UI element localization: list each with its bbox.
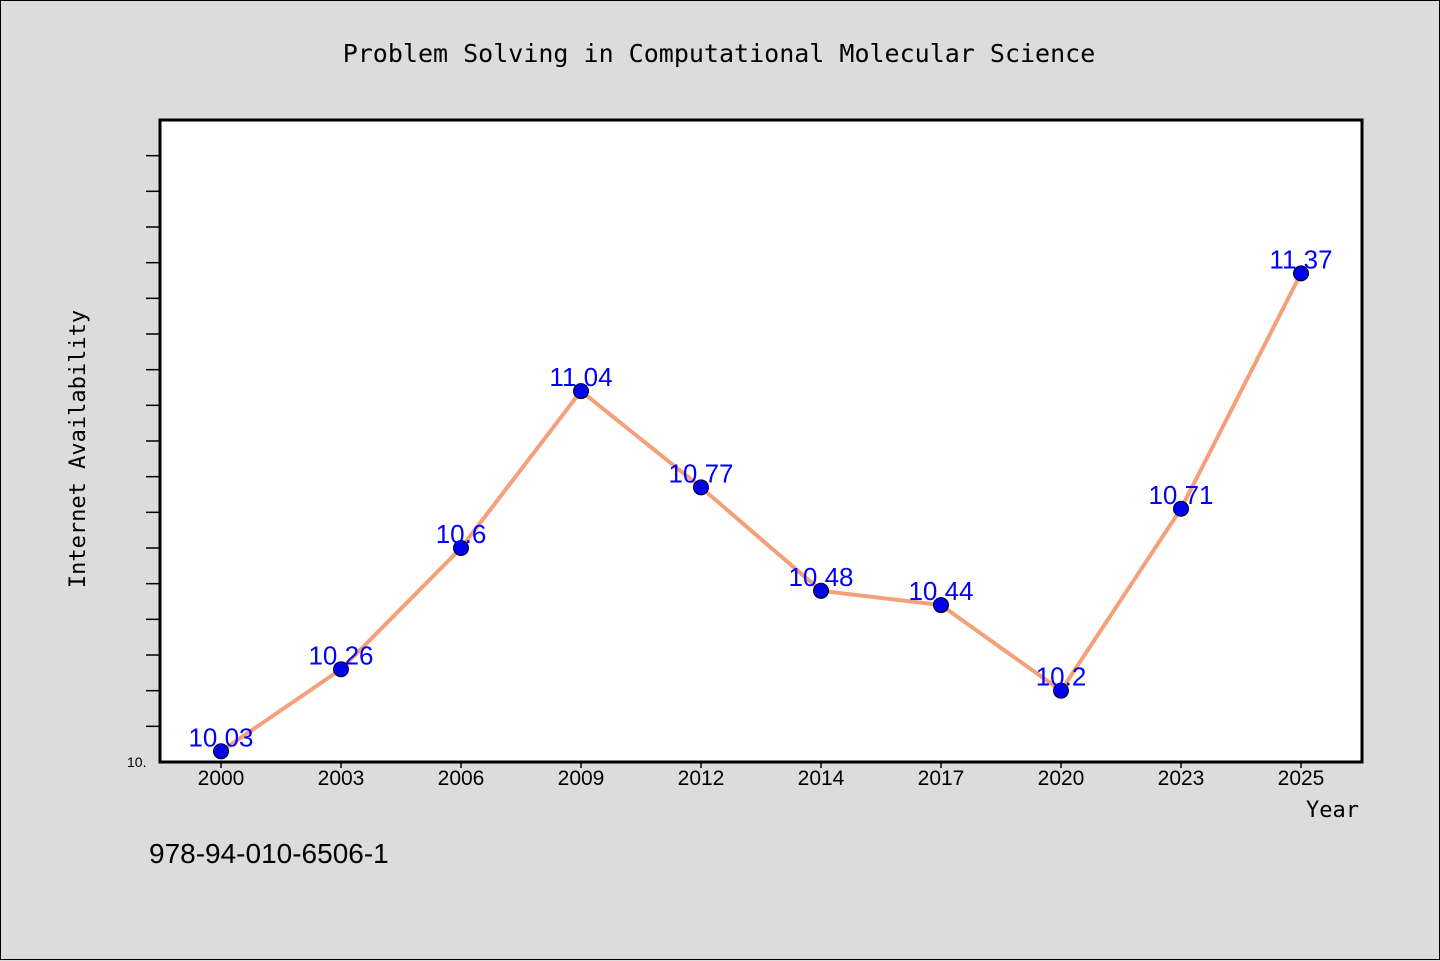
data-point-marker <box>693 479 709 496</box>
y-axis-label: Internet Availability <box>66 310 91 588</box>
data-label: 10.77 <box>668 458 733 488</box>
data-label: 10.6 <box>436 519 487 549</box>
y-axis-min-label: 10. <box>127 754 146 770</box>
y-axis-ticks <box>146 154 160 728</box>
data-point-marker <box>933 597 949 614</box>
x-tick-label: 2009 <box>558 767 605 790</box>
chart-title: Problem Solving in Computational Molecul… <box>343 39 1096 68</box>
data-label: 10.71 <box>1148 480 1213 510</box>
footnote-isbn: 978-94-010-6506-1 <box>149 838 389 869</box>
data-label: 10.48 <box>788 562 853 592</box>
data-point-marker <box>1053 682 1069 699</box>
x-tick-label: 2023 <box>1158 767 1205 790</box>
series-line <box>219 272 1303 753</box>
data-point-marker <box>1293 265 1309 282</box>
plot-area <box>158 118 1364 764</box>
data-point-marker <box>213 743 229 760</box>
data-label: 10.2 <box>1036 662 1087 692</box>
x-tick-label: 2020 <box>1038 767 1085 790</box>
x-axis-ticks: 2000 2003 2006 2009 2012 2014 2017 2020 2023 2025 <box>198 762 1325 790</box>
x-tick-label: 2003 <box>318 767 365 790</box>
data-point-marker <box>1173 500 1189 517</box>
x-tick-label: 2017 <box>918 767 965 790</box>
x-tick-label: 2025 <box>1278 767 1325 790</box>
x-axis-label: Year <box>1306 798 1359 823</box>
x-tick-label: 2014 <box>798 767 845 790</box>
data-label: 10.44 <box>908 576 973 606</box>
data-points <box>213 265 1309 760</box>
data-point-marker <box>453 540 469 556</box>
data-label: 11.37 <box>1269 244 1332 274</box>
data-point-marker <box>813 582 829 599</box>
data-label: 11.04 <box>549 362 612 392</box>
data-point-marker <box>573 383 589 400</box>
data-point-marker <box>333 661 349 678</box>
data-label: 10.26 <box>308 640 373 670</box>
x-tick-label: 2012 <box>678 767 725 790</box>
data-label: 10.03 <box>188 722 253 752</box>
data-labels: 10.03 10.26 10.6 11.04 10.77 10.48 10.44 10.2 10… <box>188 244 1332 752</box>
x-tick-label: 2006 <box>438 767 485 790</box>
x-tick-label: 2000 <box>198 767 245 790</box>
